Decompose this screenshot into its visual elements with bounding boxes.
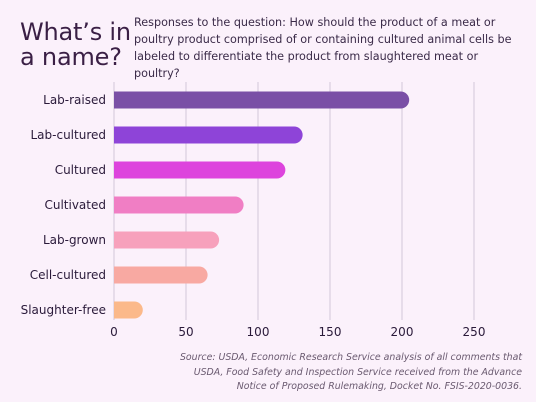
chart-title: What’s in a name?: [20, 18, 131, 71]
x-tick-labels: 0 50 100 150 200 250: [110, 325, 485, 339]
source-note: Source: USDA, Economic Research Service …: [179, 352, 522, 392]
category-label: Cultivated: [44, 198, 106, 212]
bar-left-edge: [114, 91, 123, 109]
bar-left-edge: [114, 161, 123, 179]
category-label: Lab-grown: [43, 233, 106, 247]
x-tick-label: 50: [178, 325, 193, 339]
bar: [114, 266, 208, 284]
bar: [114, 196, 244, 214]
x-tick-label: 200: [391, 325, 414, 339]
x-tick-label: 0: [110, 325, 118, 339]
bar-left-edge: [114, 126, 123, 144]
bar-left-edge: [114, 266, 123, 284]
bar-left-edge: [114, 196, 123, 214]
bar-left-edge: [114, 231, 123, 249]
x-tick-label: 150: [319, 325, 342, 339]
x-tick-label: 100: [247, 325, 270, 339]
bar: [114, 91, 410, 109]
x-tick-label: 250: [463, 325, 486, 339]
category-label: Cultured: [55, 163, 106, 177]
bars: [114, 91, 410, 319]
category-label: Lab-cultured: [30, 128, 106, 142]
bar: [114, 126, 303, 144]
category-label: Cell-cultured: [30, 268, 106, 282]
category-labels: Lab-raised Lab-cultured Cultured Cultivated…: [21, 93, 106, 317]
category-label: Lab-raised: [43, 93, 106, 107]
bar-chart: Lab-raised Lab-cultured Cultured Cultivated…: [21, 82, 485, 339]
bar-left-edge: [114, 301, 123, 319]
bar: [114, 161, 286, 179]
chart-subtitle: Responses to the question: How should th…: [134, 16, 512, 80]
category-label: Slaughter-free: [21, 303, 106, 317]
bar: [114, 231, 220, 249]
